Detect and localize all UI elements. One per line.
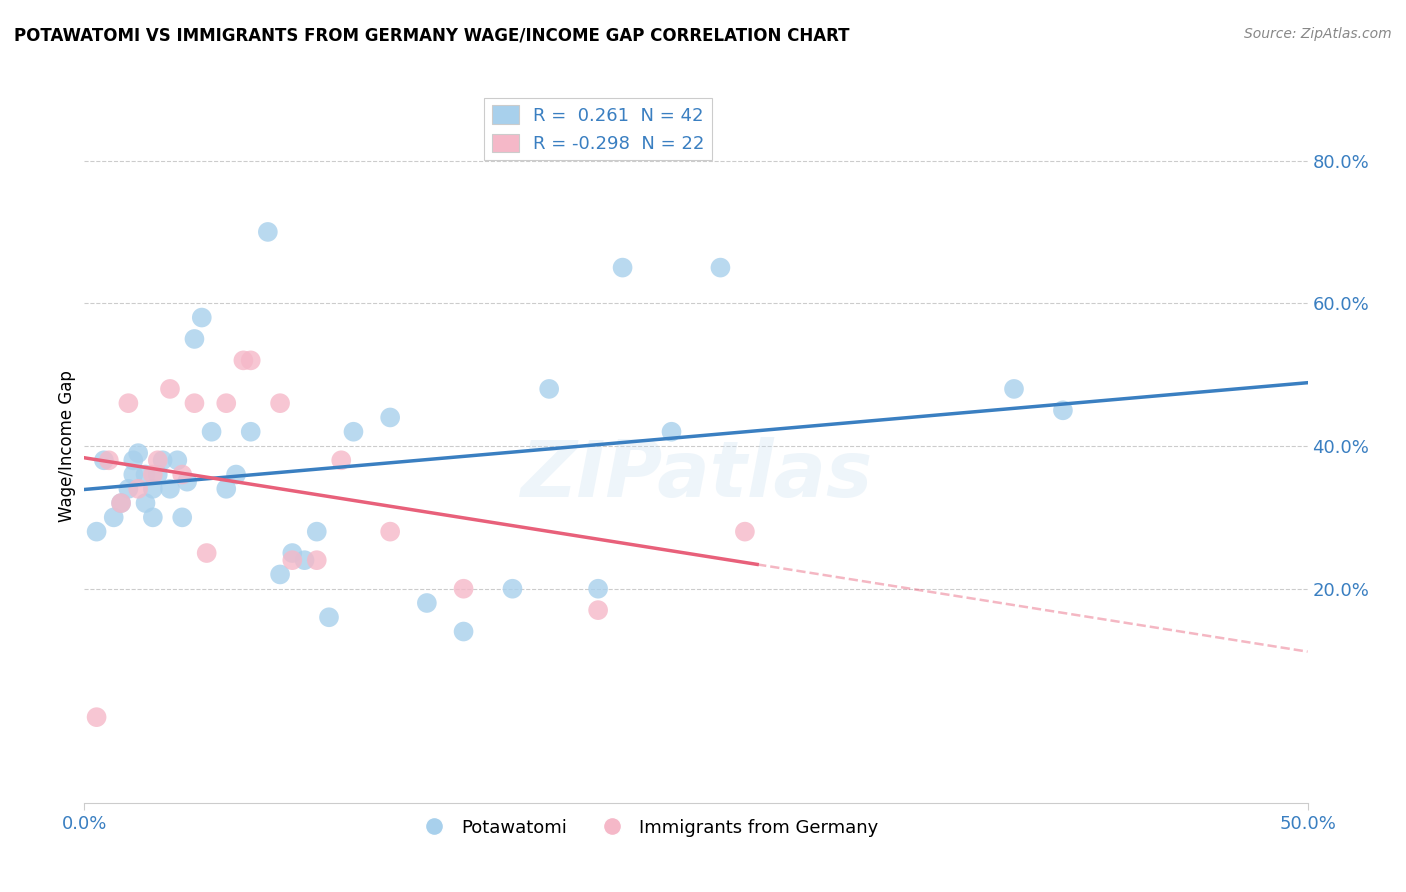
Point	[305, 553, 328, 567]
Point	[135, 496, 157, 510]
Point	[225, 467, 247, 482]
Point	[110, 496, 132, 510]
Point	[195, 546, 218, 560]
Point	[330, 453, 353, 467]
Point	[342, 425, 364, 439]
Point	[612, 260, 634, 275]
Point	[183, 396, 205, 410]
Point	[159, 482, 181, 496]
Y-axis label: Wage/Income Gap: Wage/Income Gap	[58, 370, 76, 522]
Point	[294, 553, 316, 567]
Point	[103, 510, 125, 524]
Point	[453, 582, 475, 596]
Point	[380, 410, 402, 425]
Point	[586, 603, 609, 617]
Point	[661, 425, 683, 439]
Point	[146, 453, 169, 467]
Point	[152, 453, 174, 467]
Point	[281, 546, 304, 560]
Point	[709, 260, 731, 275]
Point	[176, 475, 198, 489]
Point	[215, 482, 238, 496]
Text: POTAWATOMI VS IMMIGRANTS FROM GERMANY WAGE/INCOME GAP CORRELATION CHART: POTAWATOMI VS IMMIGRANTS FROM GERMANY WA…	[14, 27, 849, 45]
Point	[172, 510, 194, 524]
Point	[586, 582, 609, 596]
Point	[127, 482, 149, 496]
Point	[93, 453, 115, 467]
Point	[416, 596, 439, 610]
Point	[305, 524, 328, 539]
Point	[215, 396, 238, 410]
Point	[142, 510, 165, 524]
Point	[135, 467, 157, 482]
Point	[269, 567, 291, 582]
Point	[172, 467, 194, 482]
Point	[453, 624, 475, 639]
Point	[183, 332, 205, 346]
Point	[117, 482, 139, 496]
Point	[166, 453, 188, 467]
Point	[159, 382, 181, 396]
Point	[86, 524, 108, 539]
Point	[318, 610, 340, 624]
Point	[97, 453, 120, 467]
Point	[142, 482, 165, 496]
Point	[117, 396, 139, 410]
Point	[122, 467, 145, 482]
Point	[1002, 382, 1025, 396]
Point	[200, 425, 222, 439]
Point	[269, 396, 291, 410]
Point	[281, 553, 304, 567]
Point	[146, 467, 169, 482]
Point	[110, 496, 132, 510]
Point	[127, 446, 149, 460]
Text: Source: ZipAtlas.com: Source: ZipAtlas.com	[1244, 27, 1392, 41]
Point	[239, 425, 262, 439]
Point	[257, 225, 280, 239]
Point	[239, 353, 262, 368]
Point	[191, 310, 214, 325]
Text: ZIPatlas: ZIPatlas	[520, 436, 872, 513]
Point	[502, 582, 524, 596]
Point	[1052, 403, 1074, 417]
Point	[232, 353, 254, 368]
Point	[142, 467, 165, 482]
Point	[122, 453, 145, 467]
Point	[380, 524, 402, 539]
Point	[86, 710, 108, 724]
Point	[538, 382, 561, 396]
Legend: Potawatomi, Immigrants from Germany: Potawatomi, Immigrants from Germany	[409, 812, 886, 844]
Point	[734, 524, 756, 539]
